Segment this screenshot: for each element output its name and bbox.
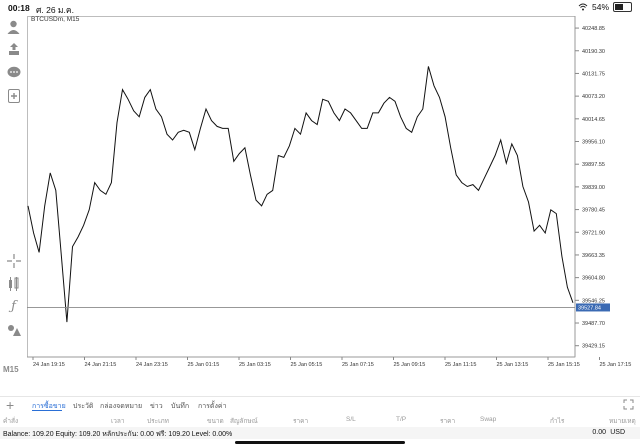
col-order: คำสั่ง xyxy=(3,418,19,425)
x-tick-label: 25 Jan 05:15 xyxy=(291,362,323,368)
y-tick-label: 39604.80 xyxy=(582,276,605,282)
col-symbol: สัญลักษณ์ xyxy=(230,418,258,425)
status-date: ศ. 26 ม.ค. xyxy=(36,5,74,15)
bottom-tab-bar: + การซื้อขาย ประวัติ กล่องจดหมาย ข่าว บั… xyxy=(0,396,640,414)
add-icon[interactable]: + xyxy=(6,397,15,413)
y-tick-label: 39487.70 xyxy=(582,321,605,327)
x-tick-label: 25 Jan 07:15 xyxy=(342,362,374,368)
wifi-icon xyxy=(578,3,588,11)
y-tick-label: 40248.85 xyxy=(582,26,605,32)
y-tick-label: 39780.45 xyxy=(582,208,605,214)
function-icon[interactable]: ƒ xyxy=(11,299,16,314)
balance-bar: Balance: 109.20 Equity: 109.20 หลักประกั… xyxy=(0,427,640,439)
balance-summary: Balance: 109.20 Equity: 109.20 หลักประกั… xyxy=(3,431,233,438)
battery-icon xyxy=(613,2,632,12)
col-current-price: ราคา xyxy=(440,418,456,425)
current-price-badge xyxy=(576,303,610,312)
status-time: 00:18 xyxy=(8,3,30,13)
x-tick-label: 25 Jan 09:15 xyxy=(394,362,426,368)
active-tab-indicator xyxy=(32,410,62,411)
battery-percent: 54% xyxy=(591,2,609,12)
y-tick-label: 39721.90 xyxy=(582,230,605,236)
chart-canvas[interactable]: 40248.85 40190.30 40131.75 40073.20 40014.65… xyxy=(27,16,640,384)
currency-label: USD xyxy=(610,429,625,436)
tab-history[interactable]: ประวัติ xyxy=(73,403,94,410)
tab-journal[interactable]: บันทึก xyxy=(171,403,190,410)
y-tick-label: 39546.25 xyxy=(582,298,605,304)
x-tick-label: 24 Jan 23:15 xyxy=(136,362,168,368)
tab-settings[interactable]: การตั้งค่า xyxy=(198,403,227,410)
expand-icon[interactable] xyxy=(623,399,634,413)
tab-mailbox[interactable]: กล่องจดหมาย xyxy=(100,403,143,410)
status-bar: 00:18 ศ. 26 ม.ค. 54% xyxy=(0,0,640,16)
col-profit: กำไร xyxy=(550,418,565,425)
price-chart[interactable]: 40248.85 40190.30 40131.75 40073.20 40014.65… xyxy=(27,16,640,384)
y-tick-label: 40073.20 xyxy=(582,94,605,100)
col-swap: Swap xyxy=(480,416,497,423)
new-order-icon[interactable] xyxy=(5,87,22,104)
tab-news[interactable]: ข่าว xyxy=(150,403,163,410)
x-tick-label: 25 Jan 15:15 xyxy=(548,362,580,368)
col-size: ขนาด xyxy=(207,418,224,425)
total-profit: 0.00 xyxy=(592,429,606,436)
price-line xyxy=(27,66,574,323)
col-tp: T/P xyxy=(396,416,407,423)
x-tick-label: 24 Jan 21:15 xyxy=(85,362,117,368)
x-tick-label: 24 Jan 19:15 xyxy=(33,362,65,368)
indicators-icon[interactable] xyxy=(5,275,22,292)
crosshair-icon[interactable] xyxy=(5,252,22,269)
tab-trade[interactable]: การซื้อขาย xyxy=(32,403,66,410)
person-icon[interactable] xyxy=(5,18,22,35)
chat-icon[interactable] xyxy=(5,64,22,81)
col-price: ราคา xyxy=(293,418,309,425)
y-tick-label: 39956.10 xyxy=(582,140,605,146)
x-tick-label: 25 Jan 03:15 xyxy=(239,362,271,368)
buy-sell-icon[interactable] xyxy=(5,40,22,57)
y-tick-label: 40014.65 xyxy=(582,117,605,123)
col-type: ประเภท xyxy=(147,418,169,425)
left-toolbar: ƒ M15 xyxy=(0,16,27,393)
y-tick-label: 39839.00 xyxy=(582,185,605,191)
y-tick-label: 39897.55 xyxy=(582,162,605,168)
y-tick-label: 39663.35 xyxy=(582,253,605,259)
trade-table-header: คำสั่ง เวลา ประเภท ขนาด สัญลักษณ์ ราคา S… xyxy=(0,414,640,426)
y-tick-label: 40131.75 xyxy=(582,71,605,77)
col-sl: S/L xyxy=(346,416,356,423)
status-right: 54% xyxy=(578,2,632,12)
current-price-label: 39527.84 xyxy=(578,305,601,311)
x-tick-label: 25 Jan 01:15 xyxy=(188,362,220,368)
chart-symbol-label: BTCUSDm, M15 xyxy=(31,16,80,23)
x-tick-label: 25 Jan 17:15 xyxy=(600,362,632,368)
timeframe-label[interactable]: M15 xyxy=(3,365,19,374)
y-tick-label: 40190.30 xyxy=(582,49,605,55)
y-tick-label: 39429.15 xyxy=(582,344,605,350)
col-comment: หมายเหตุ xyxy=(609,418,636,425)
x-tick-label: 25 Jan 13:15 xyxy=(497,362,529,368)
col-time: เวลา xyxy=(111,418,125,425)
x-tick-label: 25 Jan 11:15 xyxy=(445,362,476,368)
objects-icon[interactable] xyxy=(5,321,22,338)
home-indicator xyxy=(235,441,405,444)
